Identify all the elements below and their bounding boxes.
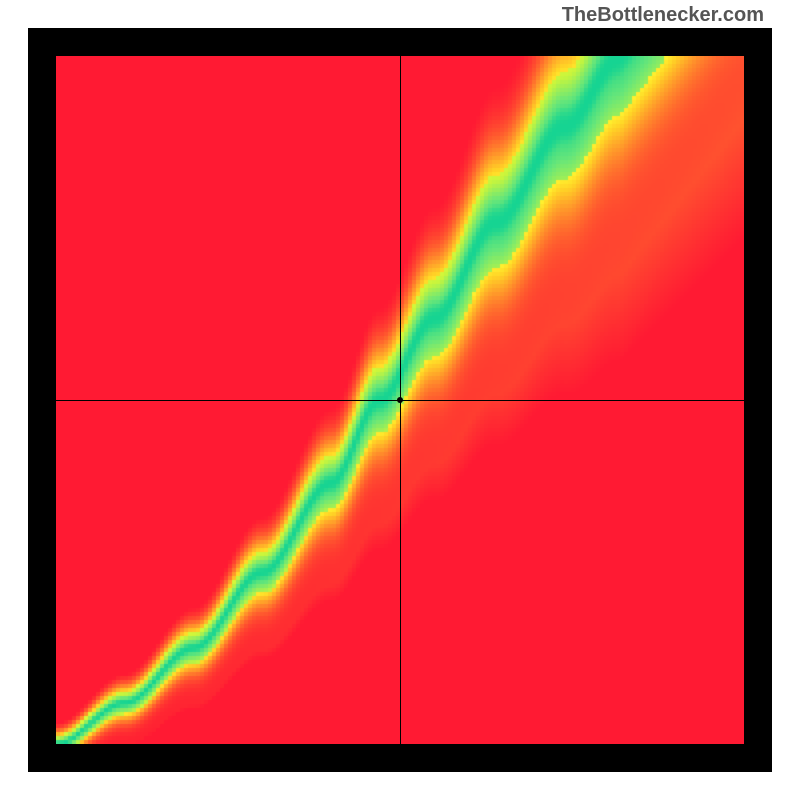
chart-frame xyxy=(28,28,772,772)
crosshair-dot xyxy=(397,397,403,403)
attribution-text: TheBottlenecker.com xyxy=(562,4,764,27)
